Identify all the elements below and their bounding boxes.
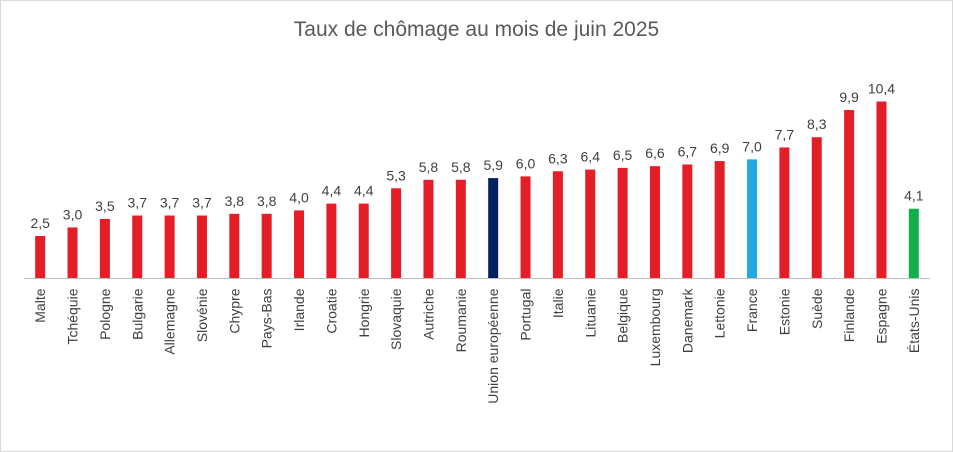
data-label: 6,7 — [678, 143, 698, 159]
data-label: 6,0 — [516, 155, 536, 171]
x-tick-label: Finlande — [841, 288, 857, 342]
bar — [164, 215, 175, 279]
bar — [391, 188, 402, 279]
bar — [617, 167, 628, 279]
data-label: 6,5 — [613, 147, 633, 163]
data-label: 5,8 — [419, 159, 439, 175]
x-tick-label: Chypre — [226, 288, 242, 333]
x-tick-label: Lettonie — [712, 288, 728, 338]
x-tick-label: Bulgarie — [129, 288, 145, 340]
x-tick-label: Slovaquie — [388, 288, 404, 350]
data-label: 3,7 — [128, 195, 148, 211]
x-tick-label: Belgique — [615, 288, 631, 343]
data-label: 3,7 — [192, 195, 212, 211]
data-label: 6,6 — [645, 145, 665, 161]
data-label: 6,9 — [710, 140, 730, 156]
data-label: 6,4 — [581, 149, 601, 165]
data-label: 7,0 — [742, 138, 762, 154]
x-tick-label: Italie — [550, 288, 566, 318]
bar — [35, 235, 46, 279]
bar — [229, 213, 240, 279]
bar — [358, 203, 369, 279]
bar — [747, 159, 758, 279]
bar — [585, 169, 596, 279]
bar — [779, 147, 790, 279]
bar — [488, 178, 499, 279]
data-label: 3,8 — [257, 193, 277, 209]
bar — [844, 110, 855, 279]
x-tick-label: Pologne — [97, 288, 113, 340]
x-tick-label: Danemark — [679, 288, 695, 354]
x-tick-label: Autriche — [420, 288, 436, 340]
bar — [132, 215, 143, 279]
data-label: 3,8 — [225, 193, 245, 209]
x-tick-label: Malte — [32, 288, 48, 322]
x-tick-label: Lituanie — [582, 288, 598, 337]
data-label: 6,3 — [548, 150, 568, 166]
data-label: 7,7 — [775, 126, 795, 142]
data-label: 4,4 — [354, 183, 374, 199]
data-label: 4,4 — [322, 183, 342, 199]
x-tick-label: Espagne — [873, 288, 889, 343]
data-label: 5,3 — [386, 167, 406, 183]
data-label: 10,4 — [868, 80, 895, 96]
bar — [552, 171, 563, 279]
x-tick-label: Suède — [809, 288, 825, 329]
x-tick-label: Hongrie — [356, 288, 372, 337]
data-label: 5,8 — [451, 159, 471, 175]
x-tick-label: Estonie — [776, 288, 792, 335]
data-label: 3,7 — [160, 195, 180, 211]
data-label: 2,5 — [30, 215, 50, 231]
x-tick-label: Irlande — [291, 288, 307, 331]
bar — [261, 213, 272, 279]
data-label: 5,9 — [483, 157, 503, 173]
bar — [520, 176, 531, 279]
bar — [455, 179, 466, 279]
x-tick-label: France — [744, 288, 760, 332]
x-tick-label: Luxembourg — [647, 289, 663, 367]
bar — [294, 210, 305, 279]
bar — [682, 164, 693, 279]
x-tick-label: États-Unis — [906, 289, 922, 354]
data-label: 3,0 — [63, 206, 83, 222]
x-tick-labels-layer: Malte Tchéquie Pologne Bulgarie Allemagne Slo… — [32, 288, 922, 404]
x-tick-label: Portugal — [518, 289, 534, 341]
bar — [423, 179, 434, 279]
bar — [326, 203, 337, 279]
data-label: 3,5 — [95, 198, 115, 214]
bars-layer — [35, 101, 919, 279]
bar — [908, 208, 919, 279]
bar — [811, 137, 822, 279]
data-label: 4,0 — [289, 189, 309, 205]
bar — [67, 227, 78, 279]
x-tick-label: Tchéquie — [65, 288, 81, 344]
bar — [99, 218, 110, 279]
bar — [196, 215, 207, 279]
x-tick-label: Roumanie — [453, 288, 469, 352]
bar — [876, 101, 887, 279]
data-label: 9,9 — [839, 89, 859, 105]
data-labels-layer: 2,5 3,0 3,5 3,7 3,7 3,7 3,8 3,8 4,0 4,4 4,4 5,3 5,8 5… — [30, 80, 923, 230]
x-tick-label: Allemagne — [162, 288, 178, 354]
x-tick-label: Pays-Bas — [259, 289, 275, 349]
x-tick-label: Croatie — [323, 288, 339, 333]
x-tick-label: Union européenne — [485, 288, 501, 403]
x-tick-label: Slovénie — [194, 288, 210, 342]
bar — [714, 161, 725, 279]
chart-title: Taux de chômage au mois de juin 2025 — [293, 18, 660, 41]
data-label: 8,3 — [807, 116, 827, 132]
bar — [649, 166, 660, 279]
data-label: 4,1 — [904, 188, 924, 204]
